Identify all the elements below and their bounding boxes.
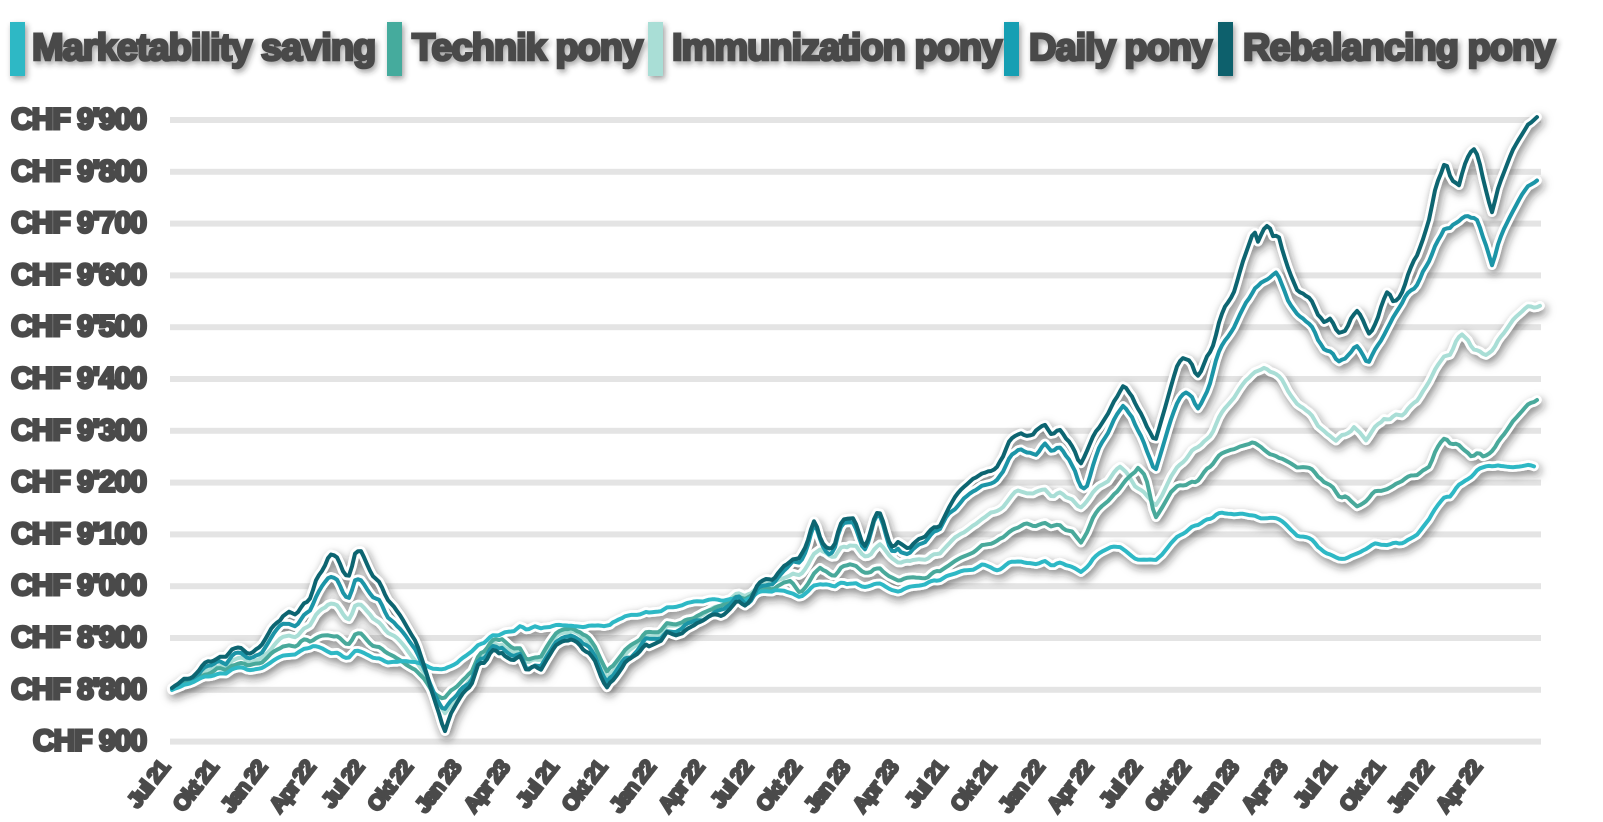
svg-text:CHF 9'800: CHF 9'800 <box>11 155 146 188</box>
svg-text:CHF 9'300: CHF 9'300 <box>11 414 146 447</box>
svg-text:Jan 22: Jan 22 <box>1383 755 1439 817</box>
svg-text:Jul 21: Jul 21 <box>1289 755 1341 812</box>
svg-text:Jan 23: Jan 23 <box>799 755 855 817</box>
svg-text:Daily pony: Daily pony <box>1029 27 1212 69</box>
svg-text:Okt 22: Okt 22 <box>752 755 807 816</box>
svg-text:Immunization pony: Immunization pony <box>672 27 1002 69</box>
svg-text:CHF 9'400: CHF 9'400 <box>11 362 146 395</box>
svg-text:CHF 9'200: CHF 9'200 <box>11 466 146 499</box>
svg-text:Apr 23: Apr 23 <box>459 755 515 817</box>
svg-text:Okt 21: Okt 21 <box>1335 755 1390 816</box>
svg-text:CHF 9'000: CHF 9'000 <box>11 569 146 602</box>
svg-text:Jan 23: Jan 23 <box>411 755 467 817</box>
svg-text:Apr 22: Apr 22 <box>1431 755 1487 817</box>
svg-text:CHF 8'800: CHF 8'800 <box>11 673 146 706</box>
svg-text:Apr 22: Apr 22 <box>654 755 710 817</box>
svg-text:CHF 9'700: CHF 9'700 <box>11 207 146 240</box>
svg-text:Apr 23: Apr 23 <box>848 755 904 817</box>
svg-text:CHF 9'100: CHF 9'100 <box>11 517 146 550</box>
svg-text:Jul 22: Jul 22 <box>1095 755 1147 812</box>
svg-text:Marketability saving: Marketability saving <box>32 27 375 69</box>
svg-text:Jul 21: Jul 21 <box>511 755 563 812</box>
svg-text:Jul 21: Jul 21 <box>123 755 175 812</box>
svg-text:Apr 23: Apr 23 <box>1237 755 1293 817</box>
svg-text:Jul 21: Jul 21 <box>900 755 952 812</box>
svg-text:Apr 22: Apr 22 <box>1042 755 1098 817</box>
svg-text:CHF 900: CHF 900 <box>33 725 146 758</box>
svg-text:Jan 22: Jan 22 <box>216 755 272 817</box>
svg-text:CHF 9'600: CHF 9'600 <box>11 258 146 291</box>
svg-text:CHF 9'500: CHF 9'500 <box>11 310 146 343</box>
svg-text:Jul 22: Jul 22 <box>317 755 369 812</box>
svg-text:Jan 22: Jan 22 <box>994 755 1050 817</box>
svg-text:Okt 21: Okt 21 <box>946 755 1001 816</box>
svg-text:CHF 9'900: CHF 9'900 <box>11 103 146 136</box>
svg-text:Okt 21: Okt 21 <box>557 755 612 816</box>
svg-text:Okt 21: Okt 21 <box>168 755 223 816</box>
svg-text:Okt 22: Okt 22 <box>1140 755 1195 816</box>
svg-text:Jan 23: Jan 23 <box>1188 755 1244 817</box>
svg-text:Apr 22: Apr 22 <box>265 755 321 817</box>
svg-text:Jul 22: Jul 22 <box>706 755 758 812</box>
svg-text:Jan 22: Jan 22 <box>605 755 661 817</box>
svg-text:Technik pony: Technik pony <box>412 27 643 69</box>
svg-text:Rebalancing pony: Rebalancing pony <box>1243 27 1555 69</box>
svg-text:Okt 22: Okt 22 <box>363 755 418 816</box>
svg-text:CHF 8'900: CHF 8'900 <box>11 621 146 654</box>
